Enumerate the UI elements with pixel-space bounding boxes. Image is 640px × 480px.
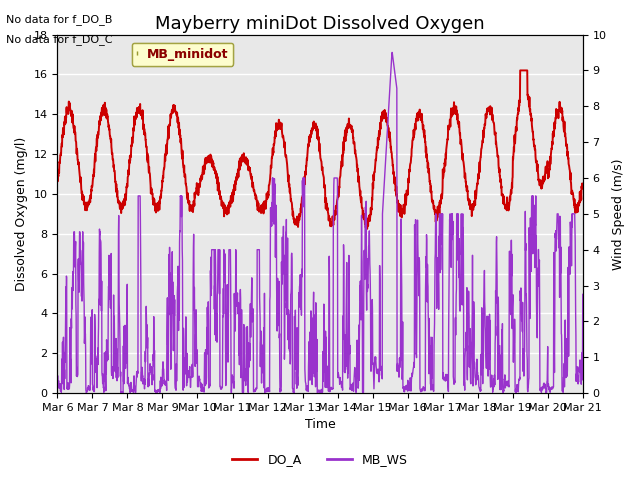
MB_WS xyxy=(473,356,481,362)
DO_A xyxy=(547,147,555,153)
Legend: DO_A, MB_WS: DO_A, MB_WS xyxy=(227,448,413,471)
MB_WS xyxy=(83,390,90,396)
DO_A xyxy=(579,182,587,188)
MB_WS xyxy=(579,291,587,297)
DO_A xyxy=(54,174,61,180)
Text: No data for f_DO_C: No data for f_DO_C xyxy=(6,34,113,45)
DO_A xyxy=(200,171,208,177)
DO_A xyxy=(516,68,524,73)
MB_WS xyxy=(533,321,541,326)
Line: DO_A: DO_A xyxy=(58,71,583,229)
MB_WS xyxy=(347,386,355,392)
Line: MB_WS: MB_WS xyxy=(58,52,583,393)
MB_WS xyxy=(335,375,343,381)
Text: No data for f_DO_B: No data for f_DO_B xyxy=(6,14,113,25)
MB_WS xyxy=(547,386,555,392)
MB_WS xyxy=(388,49,396,55)
MB_WS xyxy=(54,378,61,384)
Legend: MB_minidot: MB_minidot xyxy=(132,43,234,66)
Y-axis label: Dissolved Oxygen (mg/l): Dissolved Oxygen (mg/l) xyxy=(15,137,28,291)
DO_A xyxy=(533,158,541,164)
DO_A xyxy=(335,189,343,194)
DO_A xyxy=(346,122,354,128)
DO_A xyxy=(473,188,481,194)
Title: Mayberry miniDot Dissolved Oxygen: Mayberry miniDot Dissolved Oxygen xyxy=(156,15,485,33)
Y-axis label: Wind Speed (m/s): Wind Speed (m/s) xyxy=(612,158,625,270)
DO_A xyxy=(363,226,371,232)
X-axis label: Time: Time xyxy=(305,419,335,432)
MB_WS xyxy=(200,389,208,395)
